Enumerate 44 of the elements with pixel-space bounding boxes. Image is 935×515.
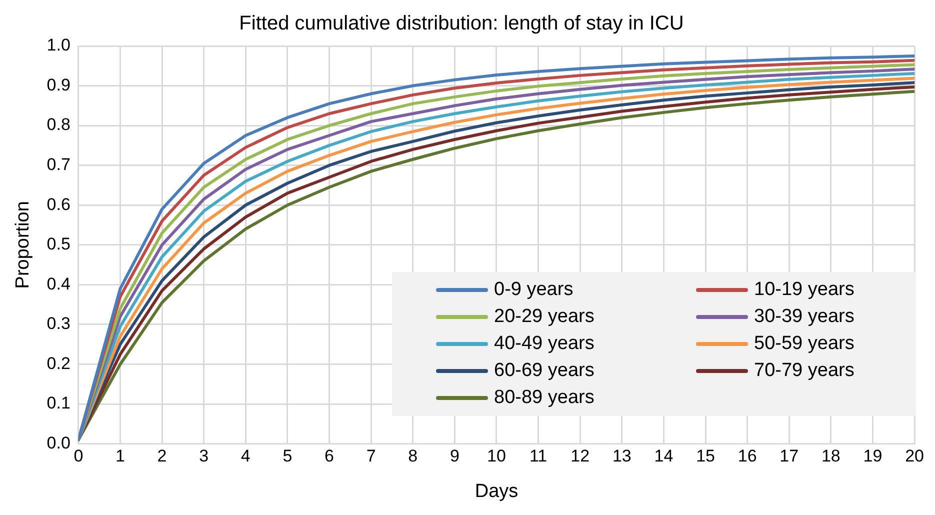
y-tick-label: 0.6 [46, 194, 70, 214]
x-tick-label: 1 [116, 446, 125, 466]
x-axis-title: Days [474, 480, 518, 502]
x-tick-label: 0 [74, 446, 84, 466]
y-tick-label: 1.0 [46, 36, 70, 55]
legend-label: 70-79 years [754, 359, 854, 383]
x-tick-label: 4 [240, 446, 250, 466]
x-tick-label: 5 [282, 446, 292, 466]
y-tick-label: 0.9 [46, 75, 70, 94]
x-tick-label: 14 [654, 446, 674, 466]
y-axis-title: Proportion [12, 201, 34, 289]
x-tick-label: 18 [821, 446, 840, 466]
x-tick-label: 7 [366, 446, 376, 466]
y-tick-label: 0.7 [46, 155, 70, 174]
legend-label: 10-19 years [754, 278, 854, 302]
legend-label: 20-29 years [494, 305, 594, 329]
legend-label: 30-39 years [754, 305, 854, 329]
x-tick-label: 16 [738, 446, 757, 466]
y-tick-label: 0.0 [46, 433, 70, 452]
y-tick-label: 0.8 [46, 115, 70, 134]
legend-label: 80-89 years [494, 386, 594, 410]
x-tick-label: 6 [324, 446, 334, 466]
legend-label: 0-9 years [494, 278, 574, 302]
y-tick-label: 0.3 [46, 314, 70, 334]
x-tick-label: 12 [570, 446, 590, 466]
y-tick-label: 0.1 [46, 394, 70, 413]
x-tick-label: 3 [199, 446, 209, 466]
x-tick-label: 8 [408, 446, 418, 466]
x-tick-label: 15 [696, 446, 715, 466]
x-tick-label: 2 [157, 446, 167, 466]
y-tick-label: 0.2 [46, 354, 70, 373]
x-tick-label: 19 [863, 446, 882, 466]
x-tick-label: 10 [487, 446, 506, 466]
legend-label: 40-49 years [494, 332, 594, 356]
x-tick-label: 17 [780, 446, 799, 466]
y-tick-label: 0.5 [46, 234, 70, 254]
legend-label: 50-59 years [754, 332, 854, 356]
x-tick-label: 20 [905, 446, 924, 466]
x-tick-label: 9 [450, 446, 460, 466]
x-tick-label: 13 [612, 446, 632, 466]
y-tick-label: 0.4 [46, 274, 70, 294]
legend-label: 60-69 years [494, 359, 594, 383]
chart-title: Fitted cumulative distribution: length of stay in ICU [239, 12, 684, 35]
x-tick-label: 11 [529, 446, 548, 466]
